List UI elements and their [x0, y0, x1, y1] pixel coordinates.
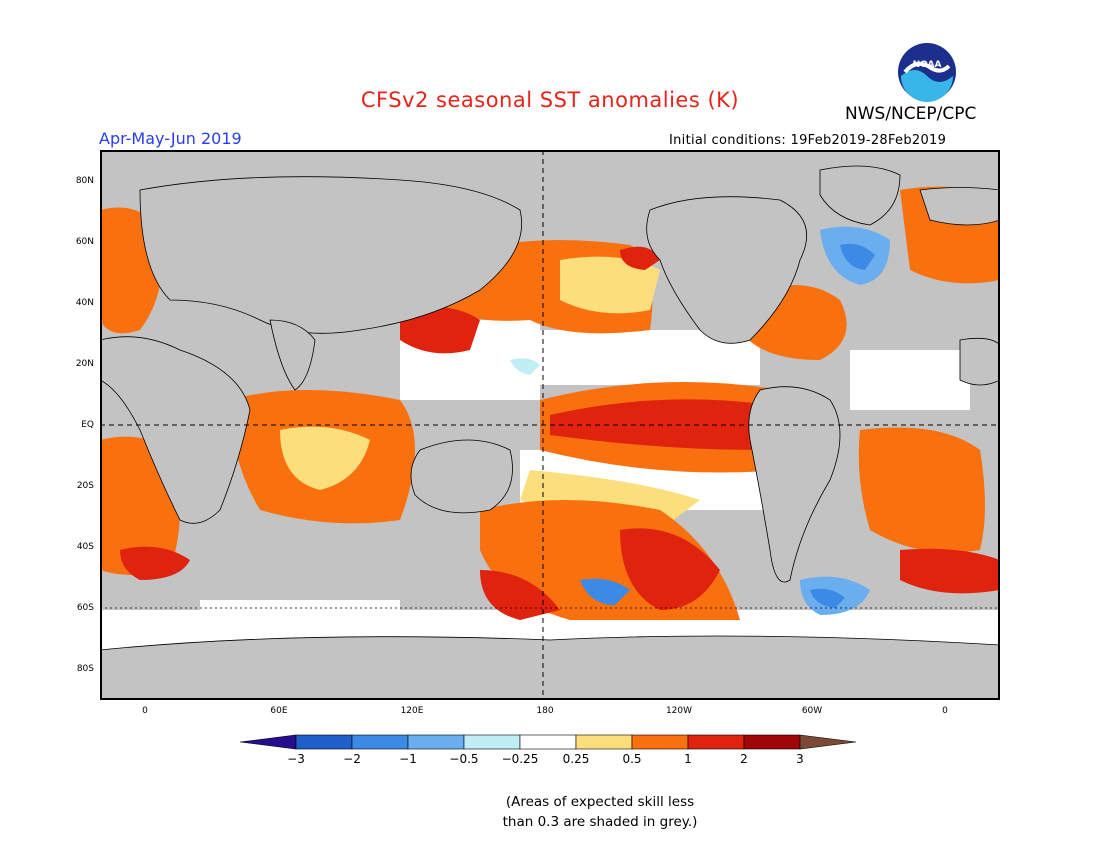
colorbar-segment	[407, 734, 465, 750]
land-masses	[100, 165, 1000, 700]
colorbar-segment	[743, 734, 801, 750]
noaa-logo: NOAA	[897, 42, 957, 102]
lon-label: 0	[142, 706, 148, 716]
colorbar-segment	[799, 734, 857, 750]
colorbar-label: 3	[796, 752, 804, 766]
colorbar-label: 0.25	[562, 752, 590, 766]
colorbar-label: −0.25	[501, 752, 539, 766]
sst-anomaly-map	[100, 150, 1000, 700]
colorbar-label: 0.5	[622, 752, 642, 766]
colorbar-segment	[631, 734, 689, 750]
colorbar-segment	[463, 734, 521, 750]
lon-label: 60W	[801, 706, 823, 716]
lat-label: 60S	[76, 603, 94, 613]
lon-label: 120W	[665, 706, 693, 716]
colorbar-segment	[295, 734, 353, 750]
skill-note-line: (Areas of expected skill less	[505, 794, 695, 810]
colorbar-label: −0.5	[449, 752, 479, 766]
skill-note: (Areas of expected skill less than 0.3 a…	[470, 792, 730, 832]
lat-label: EQ	[81, 420, 94, 430]
map-frame	[100, 150, 1000, 700]
lat-label: 60N	[75, 237, 94, 247]
colorbar-label: −1	[399, 752, 417, 766]
colorbar-label: −2	[343, 752, 361, 766]
lat-label: 40S	[76, 542, 94, 552]
colorbar-segment	[351, 734, 409, 750]
forecast-period: Apr-May-Jun 2019	[99, 129, 242, 148]
colorbar-label: −3	[287, 752, 305, 766]
initial-conditions: Initial conditions: 19Feb2019-28Feb2019	[669, 133, 947, 148]
colorbar-label: 1	[684, 752, 692, 766]
colorbar	[240, 734, 857, 750]
colorbar-segment	[240, 734, 297, 750]
lon-label: 0	[942, 706, 948, 716]
lon-label: 120E	[400, 706, 424, 716]
chart-title: CFSv2 seasonal SST anomalies (K)	[360, 88, 740, 112]
skill-note-line: than 0.3 are shaded in grey.)	[502, 814, 698, 830]
colorbar-label: 2	[740, 752, 748, 766]
lon-label: 60E	[270, 706, 288, 716]
logo-text: NOAA	[913, 60, 942, 70]
lon-label: 180	[536, 706, 554, 716]
lat-label: 20S	[76, 481, 94, 491]
colorbar-segment	[687, 734, 745, 750]
lat-label: 80S	[76, 664, 94, 674]
agency-label: NWS/NCEP/CPC	[845, 104, 977, 124]
lat-label: 80N	[75, 176, 94, 186]
colorbar-segment	[519, 734, 577, 750]
lat-label: 40N	[75, 298, 94, 308]
colorbar-segment	[575, 734, 633, 750]
lat-label: 20N	[75, 359, 94, 369]
